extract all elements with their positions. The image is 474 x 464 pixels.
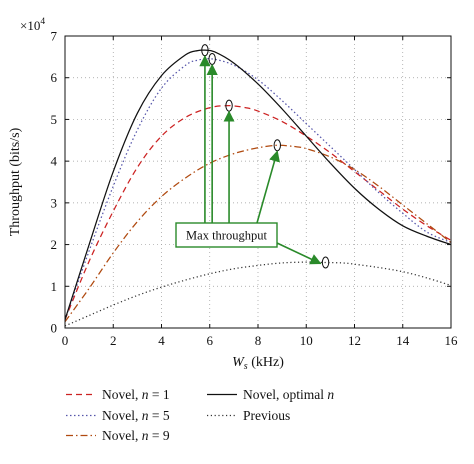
legend: Novel, n = 1 Novel, n = 5 Novel, n = 9 Nove…: [66, 387, 334, 443]
legend-label-4: Novel, optimal n: [243, 387, 334, 402]
x-axis-label: Ws (kHz): [232, 355, 284, 372]
annotation-arrow-4: [256, 150, 280, 224]
x-tick-label: 0: [62, 333, 69, 348]
y-tick-label: 3: [51, 195, 58, 210]
max-throughput-annotation: Max throughput: [175, 55, 322, 265]
x-tick-label: 4: [158, 333, 165, 348]
legend-label-2: Novel, n = 5: [102, 408, 170, 423]
series-line-5: [65, 261, 451, 327]
legend-label-1: Novel, n = 1: [102, 387, 170, 402]
y-scale-label: ×104: [20, 17, 45, 33]
peak-marker-5: [321, 256, 330, 269]
x-tick-label: 12: [348, 333, 361, 348]
y-tick-label: 4: [51, 154, 58, 169]
series-line-3: [65, 144, 451, 323]
x-tick-label: 16: [445, 333, 459, 348]
legend-label-3: Novel, n = 9: [102, 428, 170, 443]
legend-label-5: Previous: [243, 408, 290, 423]
series-lines: [65, 49, 451, 327]
x-tick-label: 14: [396, 333, 410, 348]
series-line-4: [65, 49, 451, 320]
y-tick-label: 1: [51, 279, 58, 294]
y-axis-label: Throughput (bits/s): [8, 127, 23, 236]
x-tick-label: 8: [255, 333, 262, 348]
x-tick-label: 10: [300, 333, 313, 348]
annotation-arrow-5: [276, 242, 322, 265]
x-tick-label: 2: [110, 333, 117, 348]
series-line-1: [65, 105, 451, 320]
y-tick-label: 5: [51, 112, 58, 127]
annotation-box: [175, 222, 278, 248]
y-tick-label: 6: [51, 70, 58, 85]
annotation-label: Max throughput: [186, 229, 267, 243]
y-tick-label: 2: [51, 237, 58, 252]
y-tick-label: 0: [51, 321, 58, 336]
y-tick-label: 7: [51, 29, 58, 44]
x-tick-label: 6: [207, 333, 214, 348]
